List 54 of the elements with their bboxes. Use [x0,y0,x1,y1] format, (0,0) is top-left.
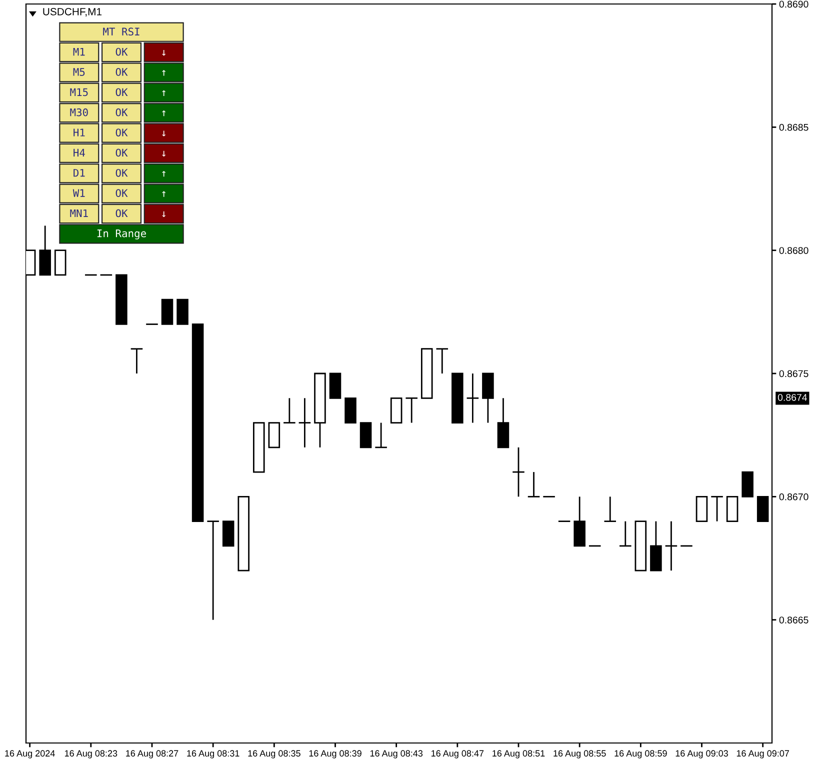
category-label: M30 [70,108,88,116]
text: ↓ [162,150,166,156]
x-tick-label: 16 Aug 08:55 [554,750,606,758]
y-tick-label: 0.8665 [779,616,808,624]
x-tick-label: 16 Aug 08:59 [614,750,667,758]
category-label: H1 [74,128,85,136]
chart-title: USDCHF,M1 [43,8,102,17]
x-tick-label: 16 Aug 08:51 [492,750,545,758]
x-tick-label: 16 Aug 08:43 [370,750,423,758]
candlestick [466,372,479,424]
text: OK [116,48,128,56]
category-label: M15 [70,88,88,96]
y-tick-label: 0.8670 [779,493,808,500]
x-tick-label: 16 Aug 09:07 [736,750,789,758]
y-tick-label: 0.8675 [779,370,808,378]
x-tick-label: 16 Aug 08:27 [126,750,178,758]
text: ↓ [162,211,166,218]
text: OK [116,189,128,197]
text: ↑ [162,110,166,116]
text: OK [116,168,128,177]
text: OK [116,128,128,136]
text: OK [116,148,128,157]
x-tick-label: 16 Aug 09:03 [676,750,728,758]
candlestick [512,446,524,498]
text: OK [116,68,128,76]
text: ↑ [162,191,166,197]
text: ↑ [162,70,166,76]
text: OK [116,108,128,116]
text: 0.8674 [778,394,808,401]
text: ↓ [162,50,166,56]
x-tick-label: 16 Aug 2024 [5,750,55,758]
x-tick-label: 16 Aug 08:23 [64,750,118,758]
candlestick [298,397,311,448]
x-tick-label: 16 Aug 08:47 [431,750,484,758]
text: ↓ [162,130,166,136]
category-label: D1 [74,169,85,177]
y-tick-label: 0.8685 [779,124,808,131]
category-label: W1 [72,189,85,197]
text: OK [116,88,128,96]
text: ↑ [162,90,166,96]
annotation: In Range [97,230,146,240]
category-label: M1 [73,48,85,56]
candlestick [665,520,678,572]
text: ↑ [162,171,166,177]
y-tick-label: 0.8690 [779,0,808,8]
category-label: H4 [74,148,85,156]
x-tick-label: 16 Aug 08:31 [187,750,240,758]
category-label: M5 [73,68,85,76]
x-tick-label: 16 Aug 08:35 [248,750,300,758]
category-label: MN1 [70,209,88,218]
x-tick-label: 16 Aug 08:39 [309,750,362,758]
text: OK [116,209,128,218]
text: MT RSI [103,28,140,36]
y-tick-label: 0.8680 [779,247,808,254]
